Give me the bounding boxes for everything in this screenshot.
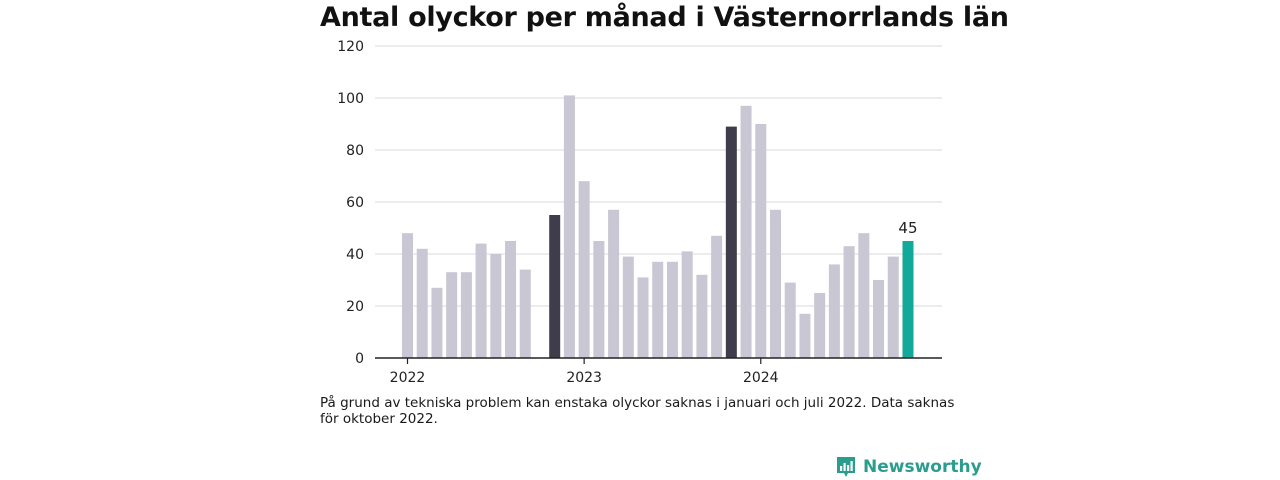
bar-2023-01	[578, 181, 590, 358]
bar-2022-01	[402, 233, 413, 358]
chart-logo-icon	[837, 457, 855, 477]
chart-title: Antal olyckor per månad i Västernorrland…	[320, 2, 1009, 33]
x-tick-label: 2024	[743, 370, 779, 386]
bar-2022-08	[505, 241, 517, 358]
y-tick-label: 120	[337, 39, 364, 55]
brand-name: Newsworthy	[863, 457, 982, 477]
x-tick-label: 2023	[566, 370, 602, 386]
y-tick-label: 40	[346, 247, 364, 263]
x-tick-label: 2022	[390, 370, 426, 386]
bar-2023-12	[740, 105, 752, 358]
bar-2024-04	[799, 313, 811, 358]
bar-2024-01	[755, 124, 767, 358]
bar-2023-03	[608, 209, 620, 358]
bar-2022-06	[475, 243, 487, 358]
data-labels: 45	[898, 219, 917, 237]
y-tick-label: 100	[337, 91, 364, 107]
data-label-latest: 45	[898, 219, 917, 237]
y-tick-label: 20	[346, 299, 364, 315]
bar-2022-05	[460, 272, 472, 358]
x-axis: 2022 2023 2024	[375, 357, 942, 386]
bar-2024-08	[858, 233, 870, 358]
bar-2023-07	[666, 261, 678, 358]
bar-2022-12	[563, 95, 575, 359]
bar-2023-04	[622, 256, 634, 358]
bar-2024-07	[843, 246, 855, 358]
y-tick-label: 60	[346, 195, 364, 211]
brand-logo: Newsworthy	[835, 455, 982, 479]
bar-2024-02	[770, 209, 781, 358]
bar-2024-05	[814, 293, 826, 358]
y-tick-label: 0	[355, 351, 364, 367]
y-axis-ticks: 0 20 40 60 80 100 120	[337, 39, 364, 367]
bar-2024-11	[902, 241, 914, 358]
footnote: På grund av tekniska problem kan enstaka…	[320, 395, 955, 427]
bar-2023-10	[711, 235, 723, 358]
bar-2023-06	[652, 261, 664, 358]
bar-2022-11	[549, 215, 561, 358]
bar-2024-06	[828, 264, 840, 358]
bar-2023-11	[725, 126, 737, 358]
bar-2023-09	[696, 274, 708, 358]
y-tick-label: 80	[346, 143, 364, 159]
bar-2023-08	[681, 251, 693, 358]
bar-2024-09	[873, 280, 885, 358]
bar-2024-10	[887, 256, 899, 358]
bar-2022-09	[519, 269, 531, 358]
bar-2022-07	[490, 254, 502, 358]
bar-2022-03	[431, 287, 443, 358]
bar-2023-02	[593, 241, 605, 358]
bar-2022-04	[446, 272, 458, 358]
bar-2023-05	[637, 277, 649, 358]
bars	[402, 95, 914, 359]
bar-2022-02	[416, 248, 428, 358]
bar-2024-03	[784, 282, 796, 358]
bar-chart: 0 20 40 60 80 100 120 2022 2023 2024 45	[337, 39, 942, 386]
